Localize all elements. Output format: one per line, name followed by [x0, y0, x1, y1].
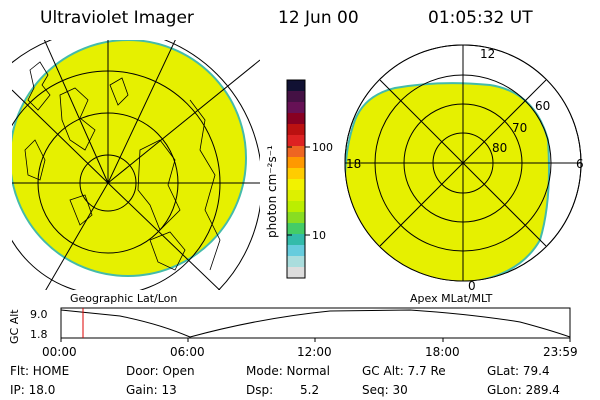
info-seq: Seq: 30: [362, 383, 408, 397]
info-flight: Flt: HOME: [10, 364, 70, 378]
instrument-title: Ultraviolet Imager: [40, 8, 194, 28]
magnetic-caption: Apex MLat/MLT: [410, 292, 493, 305]
info-gain: Gain: 13: [126, 383, 177, 397]
timeline-xtick-1200: 12:00: [297, 345, 332, 359]
timeline-ytick-low: 1.8: [30, 328, 48, 341]
colorbar-cell: [287, 212, 305, 224]
colorbar-cell: [287, 91, 305, 103]
timeline-ytick-high: 9.0: [30, 308, 48, 321]
colorbar-tick-10: 10: [312, 229, 326, 242]
geographic-map-panel: [12, 40, 260, 290]
altitude-curve: [60, 309, 571, 338]
colorbar: [286, 79, 310, 279]
altitude-timeline: [60, 307, 571, 342]
colorbar-cell: [287, 190, 305, 202]
colorbar-unit-label: photon cm⁻²s⁻¹: [265, 145, 279, 238]
mlt-label-18: 18: [346, 157, 361, 171]
mlat-label-70: 70: [512, 121, 527, 135]
observation-date: 12 Jun 00: [278, 8, 359, 28]
info-glon: GLon: 289.4: [487, 383, 560, 397]
colorbar-cell: [287, 168, 305, 180]
colorbar-cell: [287, 113, 305, 125]
colorbar-cell: [287, 135, 305, 147]
colorbar-cell: [287, 80, 305, 92]
mlt-label-12: 12: [480, 47, 495, 61]
info-dsp-label: Dsp:: [246, 383, 274, 397]
colorbar-cell: [287, 245, 305, 257]
info-glat: GLat: 79.4: [487, 364, 550, 378]
colorbar-cell: [287, 267, 305, 279]
timeline-xtick-0600: 06:00: [170, 345, 205, 359]
timeline-xtick-2359: 23:59: [543, 345, 578, 359]
info-mode: Mode: Normal: [246, 364, 330, 378]
colorbar-cell: [287, 102, 305, 114]
magnetic-grid: [344, 44, 582, 282]
info-door: Door: Open: [126, 364, 195, 378]
timeline-xtick-1800: 18:00: [425, 345, 460, 359]
geographic-uv-image: [12, 40, 247, 277]
info-dsp-value: 5.2: [300, 383, 320, 397]
colorbar-cell: [287, 234, 305, 246]
timeline-xtick-0000: 00:00: [42, 345, 77, 359]
mlat-label-80: 80: [492, 141, 507, 155]
colorbar-cell: [287, 124, 305, 136]
colorbar-cell: [287, 223, 305, 235]
colorbar-cell: [287, 256, 305, 268]
info-ip: IP: 18.0: [10, 383, 56, 397]
magnetic-polar-panel: [344, 44, 582, 282]
geographic-grid: [12, 40, 260, 290]
observation-time: 01:05:32 UT: [428, 8, 533, 28]
colorbar-cell: [287, 179, 305, 191]
colorbar-tick-100: 100: [312, 141, 333, 154]
coastlines: [24, 61, 221, 271]
mlt-label-6: 6: [576, 157, 584, 171]
colorbar-cell: [287, 146, 305, 158]
timeline-ylabel: GC Alt: [8, 309, 21, 344]
info-gc-alt: GC Alt: 7.7 Re: [362, 364, 446, 378]
colorbar-cell: [287, 157, 305, 169]
mlat-label-60: 60: [535, 99, 550, 113]
geographic-caption: Geographic Lat/Lon: [70, 292, 177, 305]
mlt-label-0: 0: [468, 279, 476, 293]
colorbar-cell: [287, 201, 305, 213]
